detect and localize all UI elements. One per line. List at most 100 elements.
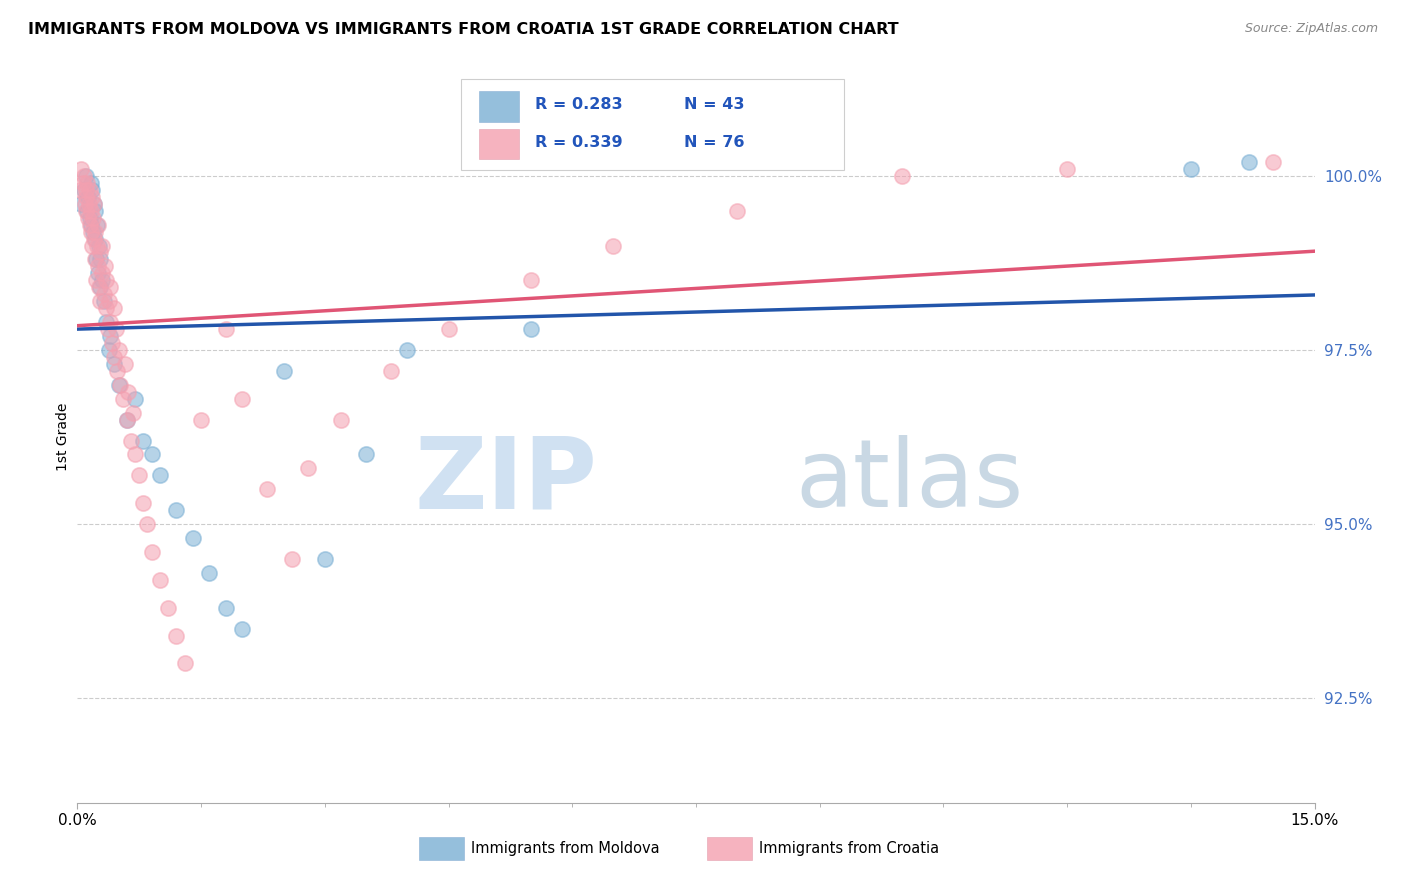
Point bbox=[173, 657, 195, 671]
Point bbox=[75, 183, 97, 197]
Point bbox=[84, 225, 107, 239]
Point bbox=[281, 552, 304, 566]
Point bbox=[84, 252, 107, 267]
Point bbox=[98, 315, 121, 329]
Point bbox=[231, 622, 253, 636]
Point bbox=[165, 629, 187, 643]
Point bbox=[128, 468, 150, 483]
Point bbox=[82, 190, 104, 204]
Point bbox=[110, 377, 132, 392]
Point bbox=[79, 203, 101, 218]
Point bbox=[69, 183, 91, 197]
Point bbox=[82, 211, 104, 225]
Point bbox=[149, 573, 172, 587]
Point bbox=[80, 225, 103, 239]
Point bbox=[602, 238, 624, 252]
Point bbox=[87, 260, 110, 274]
Point bbox=[101, 336, 124, 351]
Point bbox=[77, 211, 100, 225]
Point bbox=[103, 357, 125, 371]
Point bbox=[87, 238, 110, 252]
Point bbox=[76, 203, 98, 218]
Point bbox=[73, 183, 96, 197]
Point bbox=[89, 252, 111, 267]
Point bbox=[89, 245, 111, 260]
Point bbox=[380, 364, 402, 378]
Point bbox=[256, 483, 278, 497]
Point bbox=[1263, 155, 1285, 169]
Point bbox=[107, 343, 129, 357]
Point bbox=[314, 552, 336, 566]
Point bbox=[83, 231, 105, 245]
Text: N = 43: N = 43 bbox=[683, 96, 744, 112]
Point bbox=[91, 266, 114, 280]
Point bbox=[105, 322, 128, 336]
Point bbox=[111, 392, 134, 406]
Point bbox=[520, 273, 543, 287]
Point bbox=[82, 225, 104, 239]
Point bbox=[80, 218, 103, 232]
Point bbox=[98, 329, 121, 343]
Point bbox=[83, 252, 105, 267]
Point bbox=[73, 169, 96, 183]
Point bbox=[103, 301, 125, 316]
Point bbox=[297, 461, 319, 475]
Point bbox=[1180, 161, 1202, 176]
Point bbox=[97, 322, 120, 336]
Text: atlas: atlas bbox=[794, 435, 1024, 527]
Point bbox=[75, 203, 97, 218]
Text: Immigrants from Moldova: Immigrants from Moldova bbox=[471, 841, 659, 855]
Point bbox=[72, 176, 94, 190]
Point bbox=[77, 196, 100, 211]
Point bbox=[725, 203, 748, 218]
Point bbox=[87, 266, 110, 280]
Point bbox=[77, 190, 100, 204]
Text: Immigrants from Croatia: Immigrants from Croatia bbox=[759, 841, 939, 855]
Point bbox=[105, 364, 128, 378]
Point bbox=[76, 176, 98, 190]
Text: Source: ZipAtlas.com: Source: ZipAtlas.com bbox=[1244, 22, 1378, 36]
Point bbox=[107, 377, 129, 392]
Point bbox=[83, 196, 105, 211]
Point bbox=[98, 280, 121, 294]
Point bbox=[73, 196, 96, 211]
Point bbox=[82, 183, 104, 197]
Point bbox=[114, 357, 136, 371]
Point bbox=[157, 600, 180, 615]
Text: IMMIGRANTS FROM MOLDOVA VS IMMIGRANTS FROM CROATIA 1ST GRADE CORRELATION CHART: IMMIGRANTS FROM MOLDOVA VS IMMIGRANTS FR… bbox=[28, 22, 898, 37]
Point bbox=[437, 322, 460, 336]
Point bbox=[198, 566, 221, 580]
Point bbox=[149, 468, 172, 483]
Point bbox=[330, 412, 353, 426]
Point bbox=[181, 531, 204, 545]
Point bbox=[87, 280, 110, 294]
Point bbox=[89, 294, 111, 309]
Point bbox=[89, 280, 111, 294]
Point bbox=[79, 211, 101, 225]
Point bbox=[82, 238, 104, 252]
Point bbox=[83, 196, 105, 211]
Point bbox=[141, 448, 163, 462]
Point bbox=[93, 260, 115, 274]
Point bbox=[141, 545, 163, 559]
FancyBboxPatch shape bbox=[479, 91, 519, 121]
Point bbox=[83, 231, 105, 245]
Point bbox=[84, 273, 107, 287]
Point bbox=[1237, 155, 1260, 169]
Point bbox=[70, 161, 93, 176]
Point bbox=[273, 364, 295, 378]
Point bbox=[115, 412, 138, 426]
Text: R = 0.339: R = 0.339 bbox=[536, 136, 623, 151]
Text: ZIP: ZIP bbox=[415, 433, 598, 530]
Text: R = 0.283: R = 0.283 bbox=[536, 96, 623, 112]
Point bbox=[1056, 161, 1078, 176]
Point bbox=[75, 190, 97, 204]
Point bbox=[396, 343, 419, 357]
Point bbox=[132, 496, 155, 510]
Point bbox=[215, 600, 238, 615]
Point bbox=[79, 183, 101, 197]
Point bbox=[115, 412, 138, 426]
Point bbox=[96, 315, 118, 329]
Point bbox=[86, 218, 108, 232]
Point bbox=[103, 350, 125, 364]
